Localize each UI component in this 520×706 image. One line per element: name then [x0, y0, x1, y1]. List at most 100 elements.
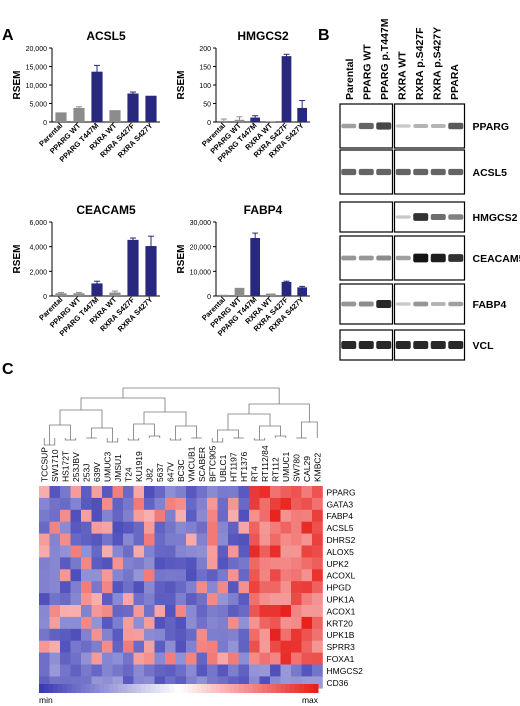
heatmap-cell [81, 497, 92, 511]
heatmap-cell [238, 545, 250, 558]
heatmap-cell [249, 486, 260, 499]
panel-label-c: C [2, 361, 14, 378]
heatmap-cell [270, 509, 281, 522]
heatmap-cell [217, 616, 229, 630]
heatmap-row-label: ALOX5 [327, 547, 355, 557]
heatmap-cell [217, 676, 229, 689]
color-scale-step [145, 684, 152, 693]
heatmap-cell [70, 569, 82, 582]
blot-band [448, 122, 464, 130]
color-scale-step [71, 684, 77, 693]
heatmap-cell [102, 605, 113, 618]
heatmap-cell [301, 640, 313, 653]
heatmap-row-label: DHRS2 [327, 535, 356, 545]
blot-band [341, 340, 357, 350]
bar [218, 294, 229, 296]
color-scale-step [313, 684, 319, 693]
bar [109, 110, 121, 122]
heatmap-cell [291, 581, 302, 594]
heatmap-cell [81, 581, 92, 594]
heatmap-cell [270, 486, 281, 499]
heatmap-cell [207, 521, 218, 534]
heatmap-cell [165, 569, 176, 582]
blot-row-label: HMGCS2 [473, 212, 518, 224]
heatmap-cell [60, 676, 71, 689]
heatmap-cell [60, 521, 71, 534]
heatmap-cell [165, 521, 176, 534]
heatmap-cell [39, 486, 50, 499]
heatmap-cell [39, 497, 50, 511]
heatmap-column-label: UBLC1 [218, 454, 228, 482]
color-scale-step [238, 684, 245, 693]
heatmap-cell [280, 569, 292, 582]
heatmap-row-label: UPK1B [327, 630, 355, 640]
blot-row-label: PPARG [473, 121, 510, 133]
heatmap-cell [123, 664, 134, 677]
heatmap-cell [259, 545, 271, 558]
bar [145, 246, 157, 296]
chart-title: CEACAM5 [76, 203, 136, 217]
heatmap-cell [270, 640, 281, 653]
heatmap-cell [217, 545, 229, 558]
color-scale-step [52, 684, 59, 693]
heatmap-cell [259, 557, 271, 570]
heatmap-cell [270, 533, 281, 546]
heatmap-row-label: HMGCS2 [327, 666, 364, 676]
heatmap-cell [312, 664, 323, 677]
heatmap-cell [49, 509, 61, 522]
blot-band [413, 301, 429, 307]
chart-title: HMGCS2 [237, 29, 289, 43]
heatmap-cell [81, 509, 92, 522]
color-scale-step [276, 684, 282, 693]
y-tick-label: 0 [207, 120, 211, 127]
heatmap-column-label: RT4 [249, 466, 259, 482]
heatmap-cell [175, 509, 187, 522]
heatmap-cell [259, 605, 271, 618]
heatmap-cell [175, 664, 187, 677]
heatmap-row-label: CD36 [327, 678, 349, 688]
heatmap-cell [154, 593, 166, 606]
blot-band [413, 213, 429, 221]
blot-row-pparg: PPARG [339, 103, 510, 149]
heatmap-cell [60, 581, 71, 594]
heatmap-cell [196, 557, 208, 570]
heatmap-cell [49, 557, 61, 570]
heatmap-cell [238, 652, 250, 665]
heatmap-cell [112, 605, 124, 618]
color-scale-step [43, 684, 49, 693]
heatmap-cell [70, 486, 82, 499]
heatmap-cell [228, 533, 239, 546]
heatmap-cell [207, 533, 218, 546]
blot-lane-label: RXRA WT [396, 51, 408, 100]
heatmap-cell [228, 581, 239, 594]
heatmap-cell [207, 545, 218, 558]
heatmap-cell [81, 545, 92, 558]
heatmap-cell [259, 509, 271, 522]
heatmap-cell [196, 616, 208, 630]
heatmap-column-label: TCCSUP [39, 447, 49, 482]
heatmap-cell [186, 486, 197, 499]
y-axis-label: RSEM [176, 245, 187, 274]
heatmap-cell [60, 509, 71, 522]
heatmap-cell [144, 628, 155, 641]
blot-lane-label: RXRA p.S427Y [431, 27, 443, 100]
heatmap-cell [259, 581, 271, 594]
bar [127, 239, 139, 296]
dendrogram-link [248, 403, 310, 422]
heatmap-cell [49, 676, 61, 689]
heatmap-cell [270, 616, 281, 630]
heatmap-cell [102, 581, 113, 594]
heatmap-cell [154, 664, 166, 677]
heatmap-column-label: KU1919 [134, 451, 144, 482]
heatmap-cell [133, 533, 145, 546]
heatmap-cell [228, 497, 239, 511]
heatmap-row-label: UPK1A [327, 595, 355, 605]
blot-band [395, 168, 411, 176]
heatmap-cell [102, 628, 113, 641]
heatmap-cell [196, 486, 208, 499]
heatmap-cell [102, 593, 113, 606]
heatmap-cell [123, 581, 134, 594]
bar [265, 293, 276, 296]
color-scale-step [104, 684, 110, 693]
heatmap-cell [70, 497, 82, 511]
